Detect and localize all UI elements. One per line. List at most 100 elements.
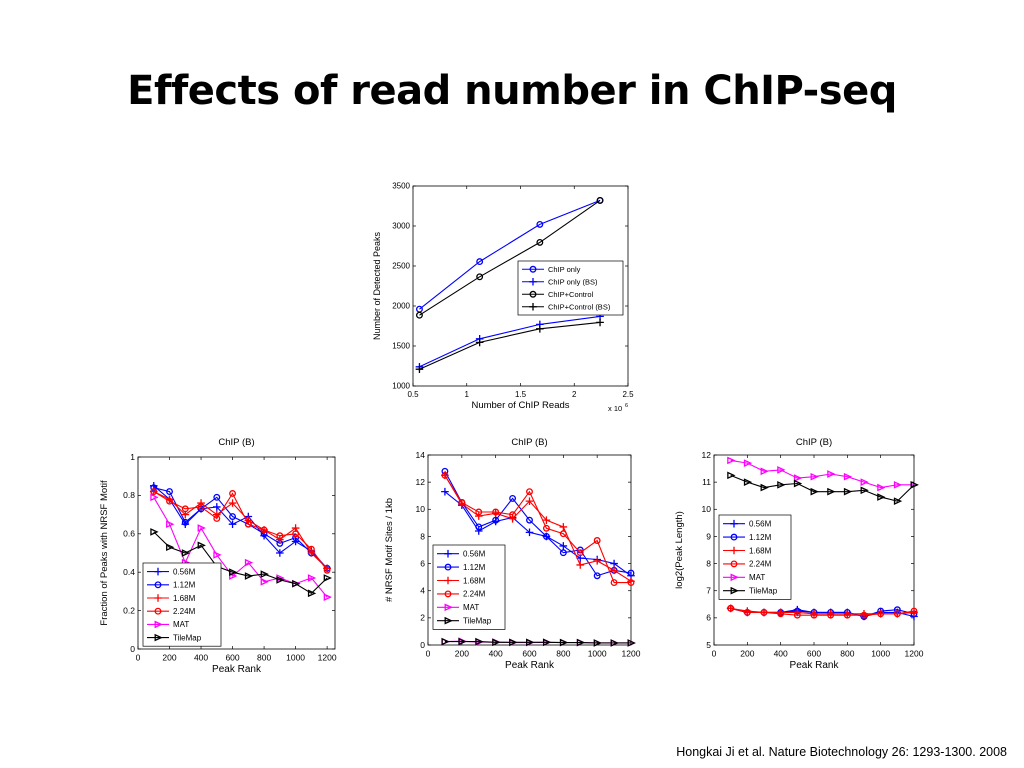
data-point [526, 516, 533, 524]
data-point [542, 532, 550, 540]
series-line [419, 199, 601, 310]
series-2-24m [150, 488, 331, 574]
chart-title: ChIP (B) [218, 437, 254, 448]
legend-marker [730, 546, 738, 555]
data-point [228, 520, 237, 528]
x-tick-label: 200 [740, 649, 754, 659]
x-tick-label: 800 [840, 649, 854, 659]
y-tick-label: 1000 [392, 382, 410, 391]
y-tick-label: 3000 [392, 222, 410, 231]
data-point [542, 516, 551, 524]
data-point [291, 537, 300, 546]
data-point [244, 572, 254, 580]
data-point [260, 526, 268, 534]
legend-marker [730, 560, 738, 568]
y-tick-label: 7 [706, 586, 711, 596]
y-tick-label: 4 [420, 586, 425, 596]
legend-label: 2.24M [749, 560, 772, 569]
legend-marker [444, 576, 452, 585]
legend-label: 1.12M [749, 533, 772, 542]
data-point [475, 523, 483, 531]
legend-label: ChIP only [548, 265, 581, 274]
legend-label: MAT [173, 620, 189, 629]
y-tick-label: 8 [706, 558, 711, 568]
data-point [197, 524, 206, 532]
y-tick-label: 1 [130, 452, 135, 462]
data-point [827, 470, 836, 478]
x-tick-label: 600 [522, 649, 536, 659]
data-point [492, 638, 501, 647]
legend-label: MAT [463, 603, 479, 612]
data-point [475, 508, 483, 516]
x-tick-label: 1 [465, 390, 470, 399]
data-point [229, 572, 238, 580]
legend-label: ChIP only (BS) [548, 277, 598, 286]
x-tick-label: 400 [489, 649, 503, 659]
legend-marker [730, 586, 739, 595]
x-tick-label: 0 [426, 649, 431, 659]
data-point [441, 471, 449, 479]
data-point [727, 471, 736, 480]
data-point [593, 639, 603, 647]
legend-marker [444, 563, 452, 571]
data-point [727, 604, 735, 612]
legend-label: 0.56M [749, 520, 772, 529]
data-point [150, 528, 159, 536]
chart-detected-peaks: 0.5 1 1.5 2 2.5 1000 1500 2000 2500 3000 3500 Numbe… [360, 176, 650, 421]
chart-title: ChIP (B) [796, 437, 832, 448]
x-tick-label: 600 [807, 649, 821, 659]
data-point [559, 530, 567, 538]
legend-marker [154, 581, 162, 589]
x-tick-label: 0.5 [407, 390, 419, 399]
series-2-24m [727, 604, 918, 619]
data-point [416, 311, 423, 319]
x-tick-label: 0 [136, 653, 141, 663]
data-point [181, 505, 189, 513]
legend-label: 0.56M [463, 550, 486, 559]
legend-marker [730, 573, 739, 582]
data-point [559, 638, 569, 647]
data-point [213, 514, 221, 522]
x-tick-label: 0 [712, 649, 717, 659]
data-point [213, 551, 222, 559]
data-point [596, 318, 604, 327]
citation: Hongkai Ji et al. Nature Biotechnology 2… [676, 745, 1007, 759]
chart-nrsf-sites-svg: ChIP (B) 0 200 400 600 800 1000 1200 0 2 4 6 8 10 12 14… [384, 437, 641, 671]
data-point [860, 611, 868, 619]
legend-marker [730, 533, 738, 541]
y-tick-label: 11 [702, 477, 711, 487]
x-exponent-power: 6 [625, 403, 628, 409]
data-point [197, 503, 205, 511]
data-point [793, 611, 801, 619]
x-exponent-label: x 10 [608, 404, 622, 413]
data-point [627, 569, 635, 577]
y-tick-label: 0 [420, 640, 425, 650]
data-point [843, 611, 851, 619]
data-point [542, 638, 552, 647]
data-point [307, 589, 317, 598]
data-point [292, 579, 301, 588]
data-point [441, 487, 449, 496]
x-tick-label: 1000 [871, 649, 890, 659]
data-point [777, 610, 785, 618]
data-point [610, 639, 619, 647]
y-axis-label: Number of Detected Peaks [372, 231, 382, 340]
data-point [526, 638, 535, 647]
x-tick-label: 1000 [286, 653, 305, 663]
series-tilemap [727, 471, 919, 505]
data-point [197, 541, 206, 550]
data-point [810, 487, 819, 496]
data-point [492, 508, 500, 516]
chart-peak-length: ChIP (B) 0 200 400 600 800 1000 1200 5 6 7 8 9 10 11 12… [670, 430, 935, 678]
data-point [810, 472, 819, 481]
legend-marker [444, 603, 453, 612]
series-chip-control [416, 196, 604, 319]
data-point [474, 512, 483, 520]
data-point [229, 513, 237, 520]
data-point [181, 518, 189, 526]
data-point [475, 637, 484, 646]
legend-label: TileMap [173, 633, 202, 642]
chart-nrsf-fraction: ChIP (B) 0 200 400 600 800 1000 1200 0 0.2 0.4 0.6 0… [95, 430, 355, 678]
data-point [229, 568, 238, 577]
y-axis-label: Fraction of Peaks with NRSF Motif [99, 480, 110, 626]
